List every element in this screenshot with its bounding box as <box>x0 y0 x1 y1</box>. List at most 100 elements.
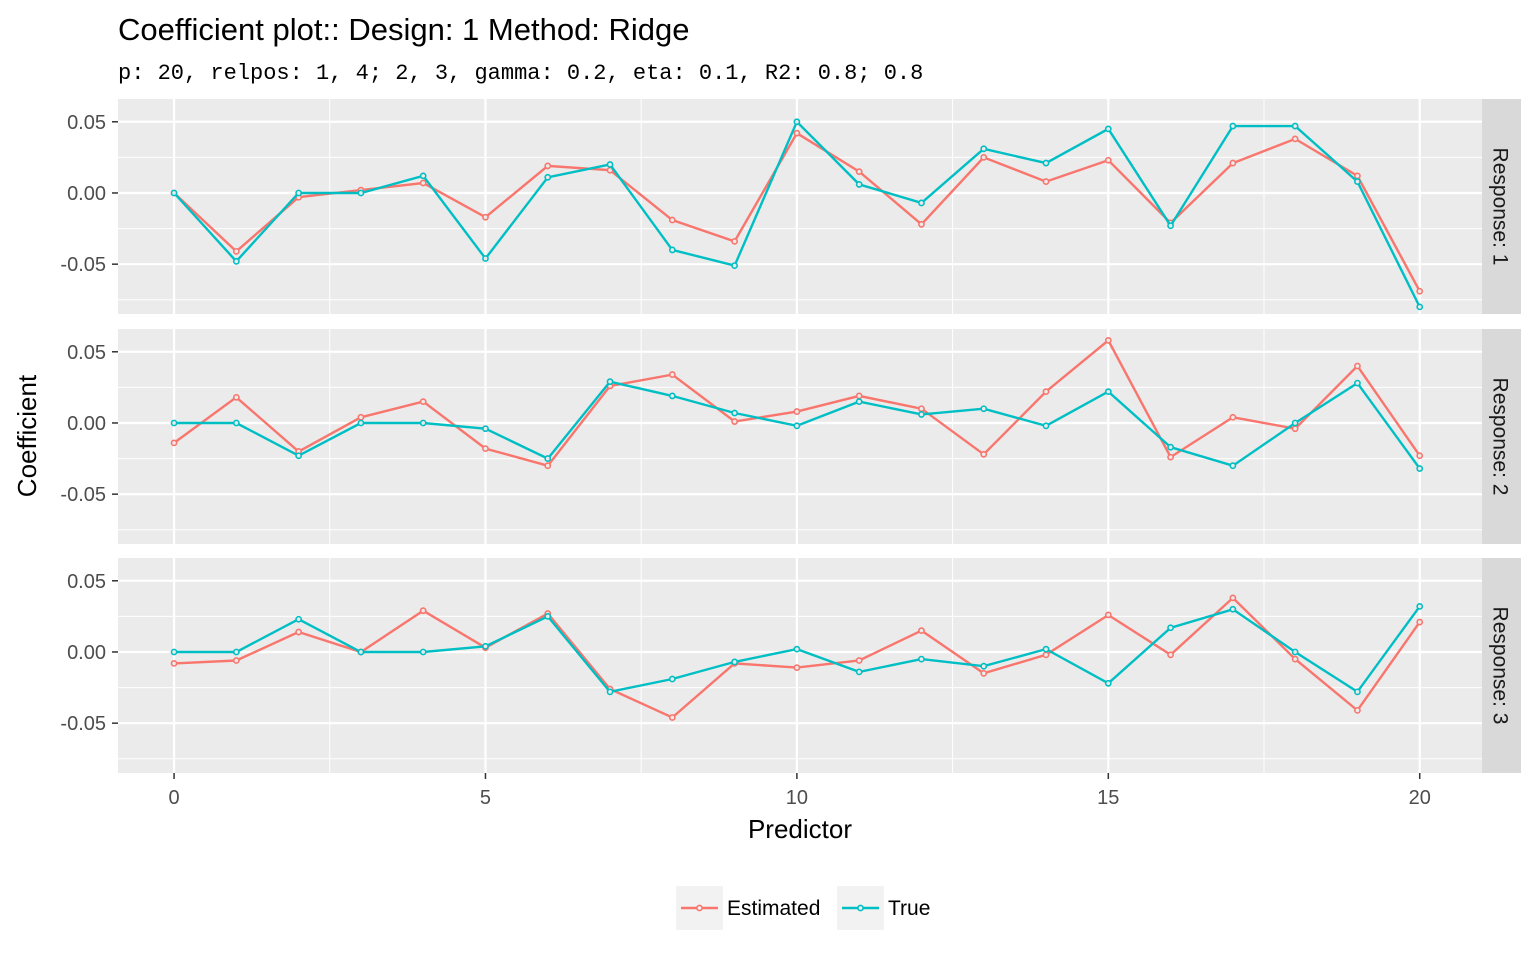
data-point-estimated <box>980 450 988 458</box>
data-point-true <box>606 161 614 168</box>
data-point-true <box>855 398 863 406</box>
data-point-estimated <box>1291 655 1299 663</box>
data-point-estimated <box>232 393 240 401</box>
data-point-estimated <box>482 213 489 221</box>
data-point-true <box>419 648 427 656</box>
data-point-estimated <box>1042 388 1050 396</box>
y-tick-label: 0.05 <box>67 112 106 134</box>
data-point-estimated <box>1229 413 1237 421</box>
data-point-true <box>1354 688 1361 696</box>
data-point-estimated <box>1104 336 1112 344</box>
data-point-true <box>170 189 178 197</box>
x-axis-label: Predictor <box>748 814 852 844</box>
data-point-true <box>232 648 240 656</box>
data-point-true <box>544 173 552 181</box>
data-point-true <box>1416 465 1424 472</box>
legend-key-point <box>857 904 864 912</box>
x-tick-label: 20 <box>1409 787 1431 809</box>
data-point-estimated <box>855 392 863 400</box>
y-tick-label: -0.05 <box>60 484 106 506</box>
data-point-true <box>668 246 676 254</box>
legend-label: Estimated <box>727 897 820 920</box>
data-point-true <box>295 189 303 197</box>
data-point-true <box>419 419 427 427</box>
data-point-estimated <box>980 669 988 677</box>
x-tick-label: 15 <box>1097 787 1119 809</box>
data-point-estimated <box>1416 452 1424 460</box>
data-point-estimated <box>793 129 801 137</box>
data-point-true <box>295 615 303 623</box>
data-point-true <box>731 658 739 666</box>
data-point-true <box>357 189 365 197</box>
data-point-estimated <box>232 247 240 255</box>
data-point-true <box>1416 303 1424 311</box>
data-point-estimated <box>482 445 489 453</box>
data-point-true <box>1167 624 1174 632</box>
data-point-estimated <box>419 398 427 406</box>
data-point-true <box>918 655 925 663</box>
data-point-estimated <box>918 627 925 635</box>
data-point-true <box>1042 422 1050 430</box>
data-point-true <box>1229 122 1237 130</box>
data-point-true <box>170 419 178 427</box>
data-point-true <box>793 645 801 653</box>
y-axis-label: Coefficient <box>12 374 42 497</box>
data-point-true <box>357 419 365 427</box>
facet-strip <box>1482 329 1521 544</box>
data-point-true <box>1104 388 1112 396</box>
data-point-estimated <box>668 714 676 721</box>
panel-background <box>118 99 1482 314</box>
data-point-true <box>1167 222 1174 230</box>
data-point-true <box>482 642 489 650</box>
data-point-estimated <box>1291 135 1299 143</box>
data-point-true <box>793 118 801 126</box>
facet-strip <box>1482 558 1521 773</box>
y-tick-label: 0.00 <box>67 413 106 435</box>
data-point-true <box>1354 178 1361 185</box>
data-point-true <box>544 612 552 620</box>
data-point-estimated <box>1416 618 1424 626</box>
data-point-estimated <box>1354 362 1361 370</box>
data-point-estimated <box>793 408 801 415</box>
data-point-true <box>1291 122 1299 130</box>
facet-panel-3: -0.05 0.00 0.05 Response: 3 <box>60 558 1521 773</box>
data-point-estimated <box>357 413 365 421</box>
data-point-true <box>295 452 303 460</box>
data-point-estimated <box>918 405 925 413</box>
data-point-estimated <box>1354 172 1361 180</box>
legend-key-point <box>696 904 703 912</box>
data-point-estimated <box>1167 651 1174 659</box>
y-tick-label: 0.05 <box>67 342 106 364</box>
data-point-true <box>731 262 739 269</box>
facet-panel-1: -0.05 0.00 0.05 Response: 1 <box>60 99 1521 314</box>
data-point-estimated <box>855 657 863 664</box>
facet-strip-label: Response: 1 <box>1489 148 1512 266</box>
data-point-estimated <box>1042 178 1050 185</box>
data-point-true <box>544 455 552 462</box>
facet-strip-label: Response: 3 <box>1489 607 1512 725</box>
data-point-true <box>1416 603 1424 610</box>
data-point-estimated <box>1291 425 1299 433</box>
y-tick-label: -0.05 <box>60 713 106 735</box>
data-point-estimated <box>419 607 427 615</box>
facet-panel-2: -0.05 0.00 0.05 Response: 2 <box>60 329 1521 544</box>
data-point-true <box>1104 679 1112 687</box>
facet-strip-label: Response: 2 <box>1489 378 1512 496</box>
data-point-true <box>668 675 676 683</box>
data-point-estimated <box>668 371 676 378</box>
data-point-true <box>1042 645 1050 653</box>
data-point-estimated <box>544 462 552 470</box>
legend-item-estimated: Estimated <box>676 886 820 930</box>
data-point-estimated <box>1167 453 1174 461</box>
chart-title: Coefficient plot:: Design: 1 Method: Rid… <box>118 12 690 47</box>
data-point-estimated <box>731 418 739 425</box>
data-point-true <box>232 419 240 427</box>
data-point-estimated <box>793 664 801 672</box>
data-point-true <box>980 145 988 153</box>
data-point-true <box>1229 462 1237 470</box>
data-point-true <box>606 688 614 696</box>
data-point-true <box>980 405 988 413</box>
y-tick-label: 0.00 <box>67 642 106 664</box>
